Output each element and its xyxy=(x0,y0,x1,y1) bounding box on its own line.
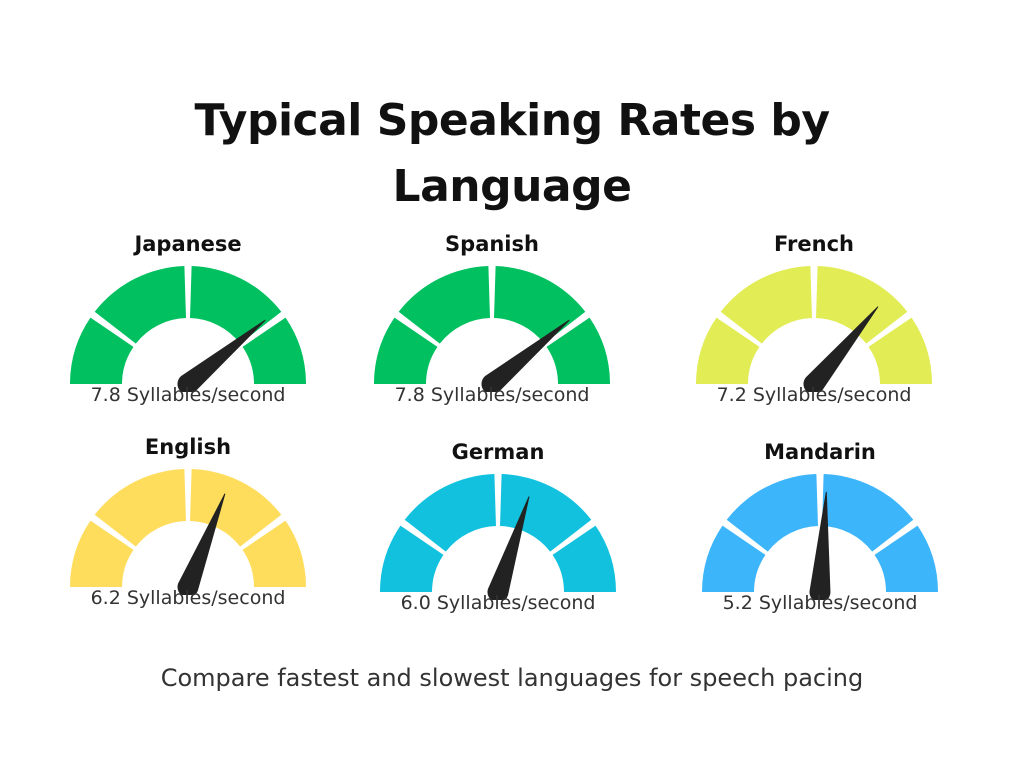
gauge-segment-4 xyxy=(242,317,306,384)
gauge-dial xyxy=(70,469,306,595)
gauge-value: 7.8 xyxy=(90,384,121,406)
gauge-value-text: 6.0 Syllables/second xyxy=(368,592,628,614)
gauge-unit: Syllables/second xyxy=(126,587,286,609)
gauge-dial xyxy=(70,266,306,392)
gauge-needle xyxy=(177,319,266,392)
gauge-segment-3 xyxy=(816,266,908,344)
gauge-label: Mandarin xyxy=(764,440,876,464)
gauge-spanish: Spanish 7.8 Syllables/second xyxy=(362,232,622,432)
gauge-segment-4 xyxy=(242,520,306,587)
gauge-french: French 7.2 Syllables/second xyxy=(684,232,944,432)
gauge-segment-1 xyxy=(374,317,438,384)
gauge-needle xyxy=(803,306,879,392)
gauge-unit: Syllables/second xyxy=(752,384,912,406)
gauge-segment-1 xyxy=(380,525,444,592)
gauge-segment-3 xyxy=(190,469,282,547)
gauge-segment-2 xyxy=(720,266,812,344)
gauge-japanese: Japanese 7.8 Syllables/second xyxy=(58,232,318,432)
gauge-mandarin: Mandarin 5.2 Syllables/second xyxy=(690,440,950,640)
gauge-needle xyxy=(809,491,831,600)
gauge-unit: Syllables/second xyxy=(126,384,286,406)
gauge-dial xyxy=(380,474,616,600)
gauge-value: 7.8 xyxy=(394,384,425,406)
gauge-segment-1 xyxy=(70,520,134,587)
gauge-value: 5.2 xyxy=(722,592,753,614)
gauge-segment-4 xyxy=(552,525,616,592)
gauge-needle xyxy=(481,319,570,392)
gauge-german: German 6.0 Syllables/second xyxy=(368,440,628,640)
gauge-label: English xyxy=(144,435,232,459)
gauge-dial xyxy=(374,266,610,392)
gauge-segment-2 xyxy=(94,266,186,344)
gauge-unit: Syllables/second xyxy=(758,592,918,614)
chart-title: Typical Speaking Rates by Language xyxy=(194,95,830,212)
gauge-segment-4 xyxy=(874,525,938,592)
gauge-value-text: 7.8 Syllables/second xyxy=(362,384,622,406)
gauge-segment-3 xyxy=(500,474,592,552)
gauge-unit: Syllables/second xyxy=(430,384,590,406)
gauge-dial xyxy=(702,474,938,600)
gauge-unit: Syllables/second xyxy=(436,592,596,614)
gauge-value: 7.2 xyxy=(716,384,747,406)
gauge-label: Japanese xyxy=(134,232,242,256)
gauge-segment-4 xyxy=(868,317,932,384)
gauge-english: English 6.2 Syllables/second xyxy=(58,435,318,635)
gauge-segment-1 xyxy=(696,317,760,384)
gauge-segment-2 xyxy=(398,266,490,344)
gauge-value: 6.2 xyxy=(90,587,121,609)
gauge-segment-3 xyxy=(822,474,914,552)
gauge-segment-1 xyxy=(702,525,766,592)
gauge-value-text: 7.8 Syllables/second xyxy=(58,384,318,406)
chart-caption: Compare fastest and slowest languages fo… xyxy=(160,664,864,692)
gauge-needle xyxy=(177,493,226,595)
gauge-value: 6.0 xyxy=(400,592,431,614)
gauge-segment-2 xyxy=(726,474,818,552)
gauge-label: Spanish xyxy=(445,232,539,256)
gauge-needle xyxy=(487,496,530,600)
gauge-segment-4 xyxy=(546,317,610,384)
gauge-dial xyxy=(696,266,932,392)
gauge-value-text: 7.2 Syllables/second xyxy=(684,384,944,406)
gauge-value-text: 6.2 Syllables/second xyxy=(58,587,318,609)
gauge-segment-2 xyxy=(404,474,496,552)
gauge-value-text: 5.2 Syllables/second xyxy=(690,592,950,614)
gauge-segment-2 xyxy=(94,469,186,547)
gauge-segment-1 xyxy=(70,317,134,384)
gauge-label: French xyxy=(774,232,854,256)
gauge-label: German xyxy=(451,440,545,464)
